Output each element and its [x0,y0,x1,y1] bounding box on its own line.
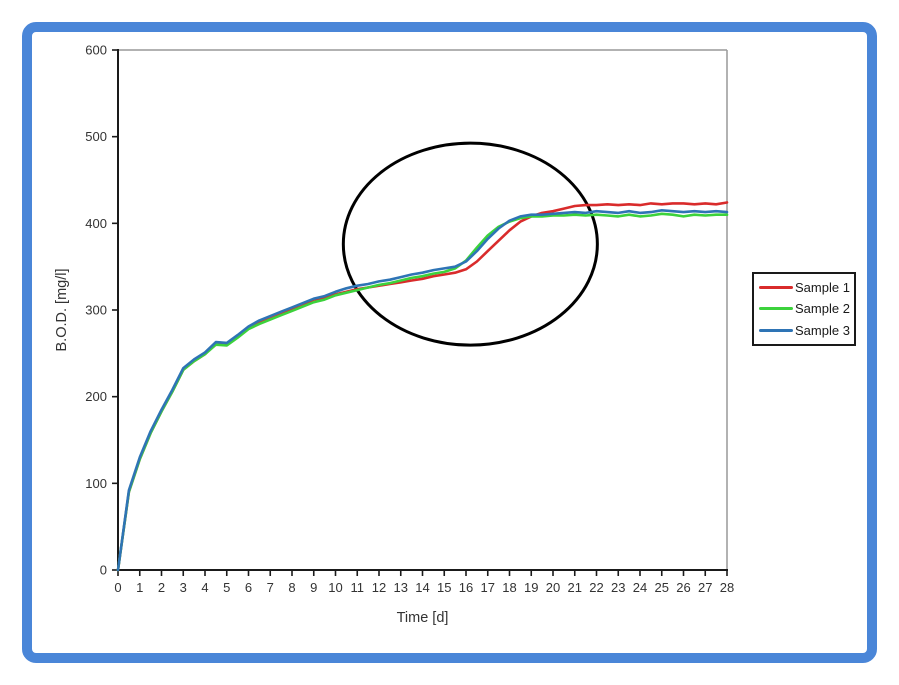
x-tick-label: 25 [655,580,669,595]
x-tick-label: 17 [481,580,495,595]
x-tick-label: 26 [676,580,690,595]
x-tick-label: 4 [201,580,208,595]
series-line-sample-2 [116,212,729,572]
x-tick-label: 13 [394,580,408,595]
series-line-sample-3 [116,209,729,572]
y-tick-label: 0 [100,563,107,578]
x-tick-label: 28 [720,580,734,595]
x-tick-label: 6 [245,580,252,595]
chart-legend: Sample 1 Sample 2 Sample 3 [752,272,856,346]
x-tick-label: 16 [459,580,473,595]
legend-item-label: Sample 2 [795,301,850,317]
x-tick-label: 8 [288,580,295,595]
x-tick-label: 2 [158,580,165,595]
legend-item-label: Sample 1 [795,280,850,296]
annotation-ellipse [341,141,599,347]
series-line-sample-1 [116,201,729,572]
x-tick-label: 27 [698,580,712,595]
x-tick-label: 7 [267,580,274,595]
y-axis-title: B.O.D. [mg/l] [54,269,70,352]
x-axis-title: Time [d] [397,610,449,626]
x-tick-label: 5 [223,580,230,595]
y-tick-label: 300 [85,303,107,318]
x-tick-label: 23 [611,580,625,595]
legend-item-sample-2: Sample 2 [759,301,850,317]
x-tick-label: 22 [589,580,603,595]
x-tick-label: 15 [437,580,451,595]
y-tick-label: 200 [85,389,107,404]
y-tick-label: 100 [85,476,107,491]
x-tick-label: 21 [568,580,582,595]
x-tick-label: 3 [180,580,187,595]
legend-line-swatch [759,328,793,332]
x-tick-label: 10 [328,580,342,595]
legend-line-swatch [759,286,793,290]
y-tick-label: 400 [85,216,107,231]
x-tick-label: 9 [310,580,317,595]
x-tick-label: 24 [633,580,647,595]
x-tick-label: 18 [502,580,516,595]
x-tick-label: 14 [415,580,429,595]
x-tick-label: 12 [372,580,386,595]
x-tick-label: 1 [136,580,143,595]
legend-item-sample-3: Sample 3 [759,322,850,338]
legend-line-swatch [759,307,793,311]
x-tick-label: 0 [114,580,121,595]
x-tick-label: 11 [351,580,365,595]
x-tick-label: 20 [546,580,560,595]
legend-item-label: Sample 3 [795,322,850,338]
legend-item-sample-1: Sample 1 [759,280,850,296]
x-tick-label: 19 [524,580,538,595]
y-tick-label: 600 [85,43,107,58]
y-tick-label: 500 [85,129,107,144]
